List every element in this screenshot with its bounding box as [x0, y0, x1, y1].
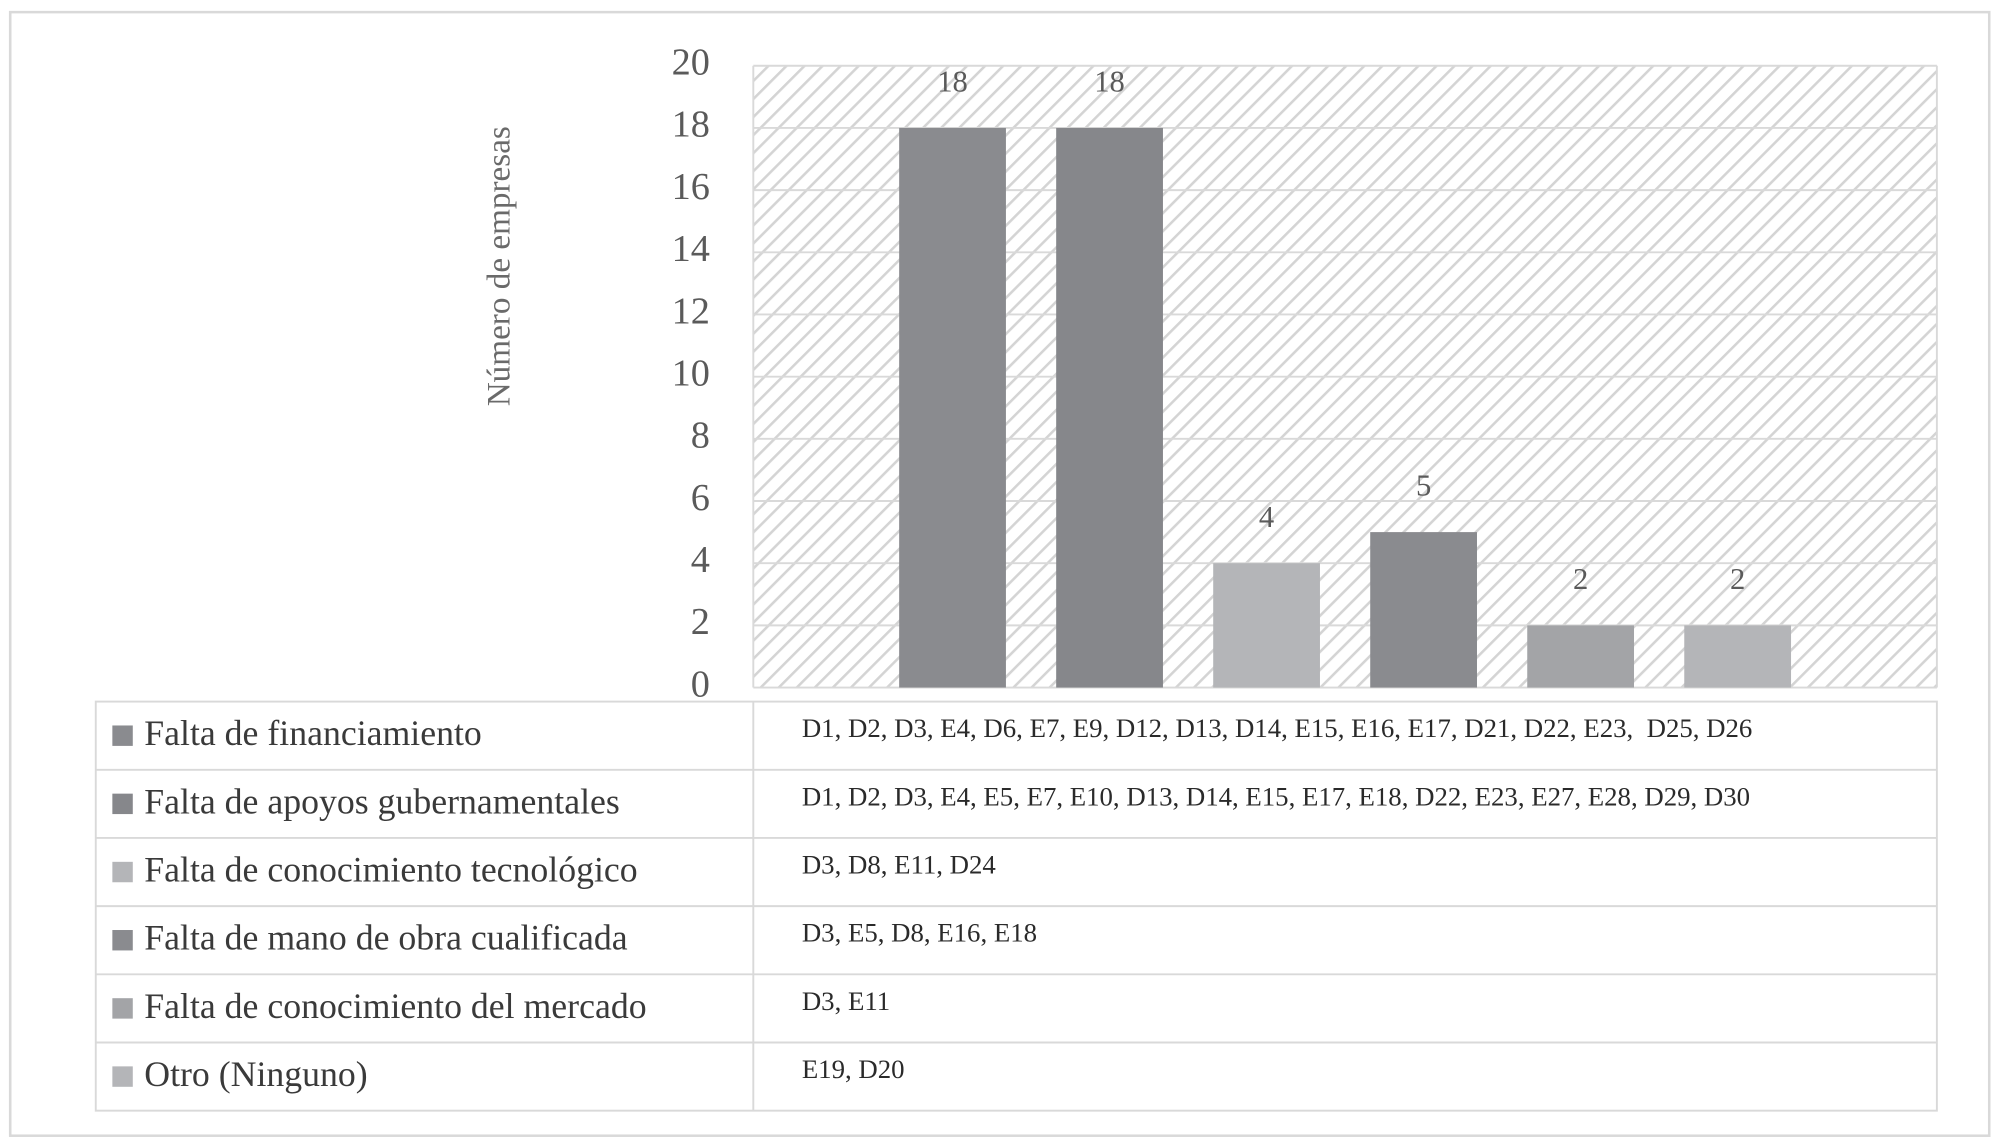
data-label: 2	[1730, 562, 1745, 596]
data-label: 2	[1573, 562, 1588, 596]
y-tick-label: 14	[672, 228, 710, 270]
y-tick-label: 4	[691, 539, 710, 581]
y-tick-label: 20	[672, 42, 710, 84]
legend-key	[112, 793, 133, 815]
y-tick-label: 16	[672, 166, 710, 208]
y-tick-label: 6	[691, 477, 710, 519]
data-label: 4	[1259, 500, 1274, 534]
y-tick-label: 10	[672, 352, 710, 394]
legend-key	[112, 725, 133, 746]
legend-key	[112, 861, 133, 883]
table-cell: D3, D8, E11, D24	[802, 849, 996, 879]
y-tick-label: 2	[691, 601, 710, 643]
y-tick-label: 18	[672, 104, 710, 146]
data-label: 18	[937, 65, 968, 99]
legend-label: Falta de financiamiento	[144, 713, 482, 753]
legend-label: Falta de conocimiento del mercado	[144, 986, 646, 1026]
data-label: 5	[1416, 469, 1431, 503]
data-label: 18	[1094, 65, 1125, 99]
bar	[1370, 532, 1477, 688]
legend-label: Falta de apoyos gubernamentales	[144, 781, 620, 821]
legend-label: Falta de mano de obra cualificada	[144, 918, 628, 958]
table-cell: D1, D2, D3, E4, E5, E7, E10, D13, D14, E…	[802, 781, 1750, 811]
bar	[1527, 625, 1635, 688]
y-tick-label: 8	[691, 415, 710, 457]
bar	[1056, 127, 1163, 688]
y-axis-title: Número de empresas	[480, 126, 517, 406]
legend-key	[112, 1066, 133, 1087]
table-cell: E19, D20	[802, 1054, 905, 1084]
legend-key	[112, 930, 133, 951]
y-tick-label: 0	[691, 663, 710, 705]
bar	[1213, 563, 1320, 688]
legend-label: Otro (Ninguno)	[144, 1054, 367, 1094]
table-cell: D1, D2, D3, E4, D6, E7, E9, D12, D13, D1…	[802, 713, 1752, 743]
legend-key	[112, 998, 133, 1019]
bar	[1684, 625, 1792, 688]
table-cell: D3, E11	[802, 986, 890, 1016]
legend-label: Falta de conocimiento tecnológico	[144, 850, 637, 890]
table-cell: D3, E5, D8, E16, E18	[802, 918, 1037, 948]
y-tick-label: 12	[672, 290, 710, 332]
bar	[899, 127, 1006, 688]
